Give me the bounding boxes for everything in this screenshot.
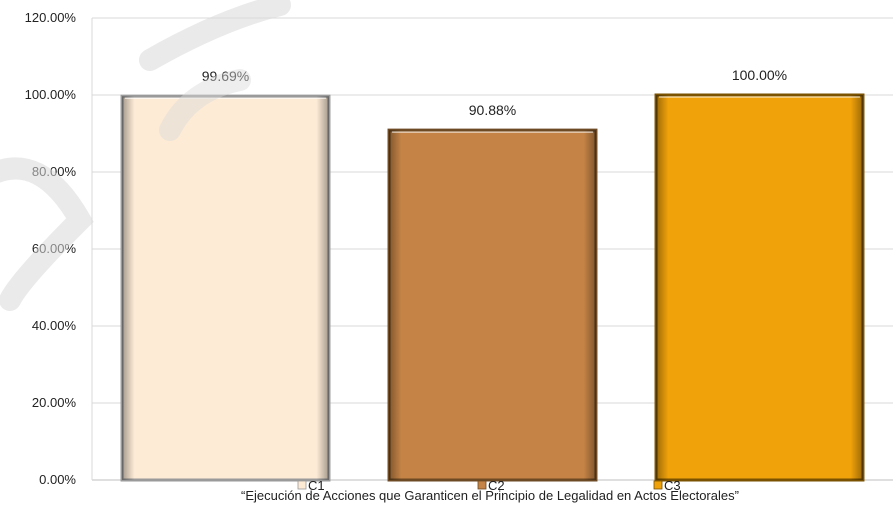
x-axis-title: “Ejecución de Acciones que Garanticen el… [241,488,739,503]
y-tick-label: 120.00% [25,10,77,25]
y-tick-label: 80.00% [32,164,77,179]
bar-bevel [389,130,596,480]
legend-item-c3: C3 [653,478,681,493]
data-label: 99.69% [202,68,249,84]
bar-c3 [654,93,865,482]
y-tick-label: 20.00% [32,395,77,410]
data-labels: 99.69% 90.88% 100.00% [202,67,787,118]
legend-swatch [653,480,663,490]
legend: C1 C2 C3 [297,478,681,493]
y-tick-label: 100.00% [25,87,77,102]
y-axis: 0.00% 20.00% 40.00% 60.00% 80.00% 100.00% 120.… [25,10,93,487]
legend-swatch [477,480,487,490]
legend-swatch [297,480,307,490]
legend-item-c2: C2 [477,478,505,493]
y-tick-label: 60.00% [32,241,77,256]
bar-bevel [656,95,863,480]
data-label: 90.88% [469,102,516,118]
legend-label: C3 [664,478,681,493]
legend-label: C1 [308,478,325,493]
bar-bevel [122,96,329,481]
y-tick-label: 40.00% [32,318,77,333]
bar-c2 [387,128,598,482]
y-tick-label: 0.00% [39,472,76,487]
bars [120,93,865,482]
legend-item-c1: C1 [297,478,325,493]
data-label: 100.00% [732,67,787,83]
bar-c1 [120,94,331,482]
legend-label: C2 [488,478,505,493]
